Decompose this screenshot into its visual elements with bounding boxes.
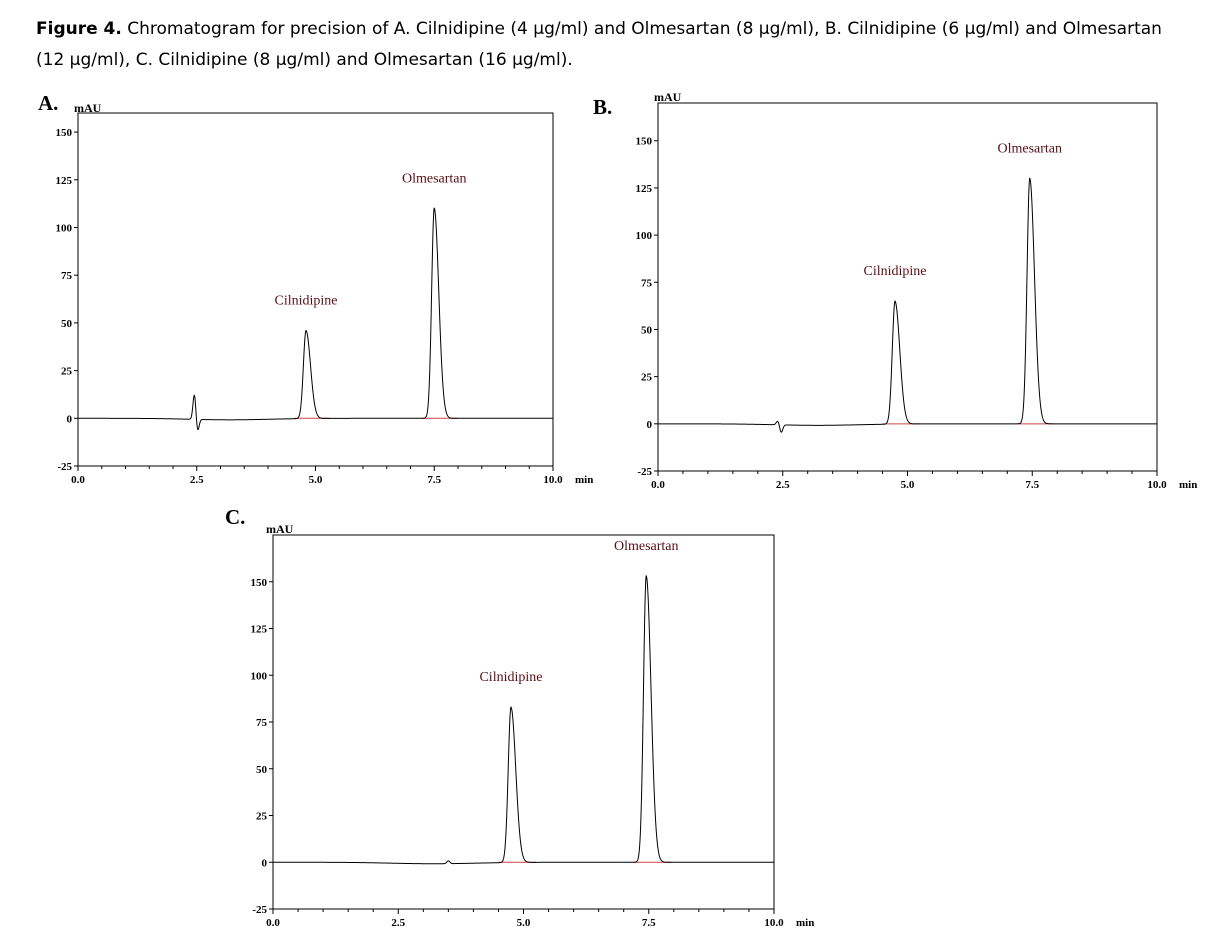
x-tick-label: 10.0 (543, 474, 563, 486)
y-axis-unit: mAU (266, 522, 294, 536)
y-tick-label: 50 (61, 318, 73, 330)
x-axis-unit: min (1179, 479, 1197, 491)
x-tick-label: 7.5 (427, 474, 441, 486)
x-tick-label: 7.5 (1025, 479, 1039, 491)
y-tick-label: 125 (636, 183, 653, 195)
y-axis-unit: mAU (74, 101, 102, 115)
figure-caption: Figure 4. Chromatogram for precision of … (36, 14, 1186, 76)
y-tick-label: 25 (641, 372, 653, 384)
y-tick-label: 75 (256, 717, 268, 729)
y-tick-label: -25 (252, 904, 267, 916)
y-tick-label: 125 (56, 175, 73, 187)
y-tick-label: 100 (251, 670, 268, 682)
y-tick-label: 25 (61, 366, 73, 378)
y-tick-label: 75 (641, 277, 653, 289)
x-tick-label: 5.0 (517, 917, 531, 929)
x-axis-unit: min (575, 474, 593, 486)
peak-apex-olmesartan (1029, 177, 1031, 180)
peak-apex-olmesartan (433, 207, 435, 210)
peak-apex-cilnidipine (510, 706, 512, 708)
peak-label-cilnidipine: Cilnidipine (479, 670, 542, 685)
y-tick-label: 75 (61, 270, 73, 282)
x-tick-label: 0.0 (266, 917, 280, 929)
y-tick-label: 50 (256, 764, 268, 776)
peak-label-cilnidipine: Cilnidipine (864, 264, 927, 279)
x-tick-label: 2.5 (190, 474, 204, 486)
y-tick-label: 150 (56, 127, 73, 139)
x-tick-label: 2.5 (391, 917, 405, 929)
plot-frame (272, 534, 775, 910)
peak-label-olmesartan: Olmesartan (614, 539, 679, 554)
x-tick-label: 5.0 (901, 479, 915, 491)
y-tick-label: 0 (647, 419, 653, 431)
y-tick-label: 150 (636, 136, 653, 148)
y-tick-label: 100 (56, 222, 73, 234)
y-tick-label: 150 (251, 577, 268, 589)
peak-apex-olmesartan (645, 575, 647, 577)
x-tick-label: 0.0 (71, 474, 85, 486)
x-tick-label: 10.0 (764, 917, 784, 929)
figure-caption-lead: Figure 4. (36, 19, 122, 39)
panel-label: C. (225, 505, 245, 529)
x-axis-unit: min (796, 917, 814, 929)
chart-panel-b: B. mAU -25 0 25 50 75 100 125 150 0.0 2.5 5.0 7.5 10.0… (593, 90, 1197, 491)
chromatogram-trace (78, 207, 553, 431)
panel-label: B. (593, 95, 612, 119)
peak-apex-cilnidipine (305, 329, 307, 332)
x-tick-label: 0.0 (651, 479, 665, 491)
y-tick-label: 100 (636, 230, 653, 242)
figure-caption-text: Chromatogram for precision of A. Cilnidi… (36, 19, 1162, 70)
peak-label-olmesartan: Olmesartan (997, 141, 1062, 156)
y-tick-label: -25 (637, 466, 652, 478)
x-tick-label: 5.0 (309, 474, 323, 486)
x-tick-label: 2.5 (776, 479, 790, 491)
y-tick-label: -25 (57, 461, 72, 473)
y-tick-label: 0 (67, 413, 73, 425)
plot-frame (657, 102, 1158, 472)
plot-frame (77, 112, 554, 467)
x-tick-label: 7.5 (642, 917, 656, 929)
y-tick-label: 25 (256, 811, 268, 823)
y-tick-label: 50 (641, 324, 653, 336)
peak-apex-cilnidipine (894, 300, 896, 302)
panel-label: A. (38, 91, 58, 115)
chromatogram-trace (658, 177, 1157, 433)
y-tick-label: 125 (251, 624, 268, 636)
chromatogram-trace (273, 574, 774, 865)
chart-panel-a: A. mAU -25 0 25 50 75 100 125 150 0.0 2.5 5.0 7.5 10.0… (38, 91, 593, 486)
y-axis-unit: mAU (654, 90, 682, 104)
chart-panel-c: C. mAU -25 0 25 50 75 100 125 150 0.0 2.5 5.0 7.5 10.0… (225, 505, 814, 929)
peak-label-cilnidipine: Cilnidipine (275, 294, 338, 309)
peak-label-olmesartan: Olmesartan (402, 171, 467, 186)
x-tick-label: 10.0 (1147, 479, 1167, 491)
y-tick-label: 0 (262, 857, 268, 869)
